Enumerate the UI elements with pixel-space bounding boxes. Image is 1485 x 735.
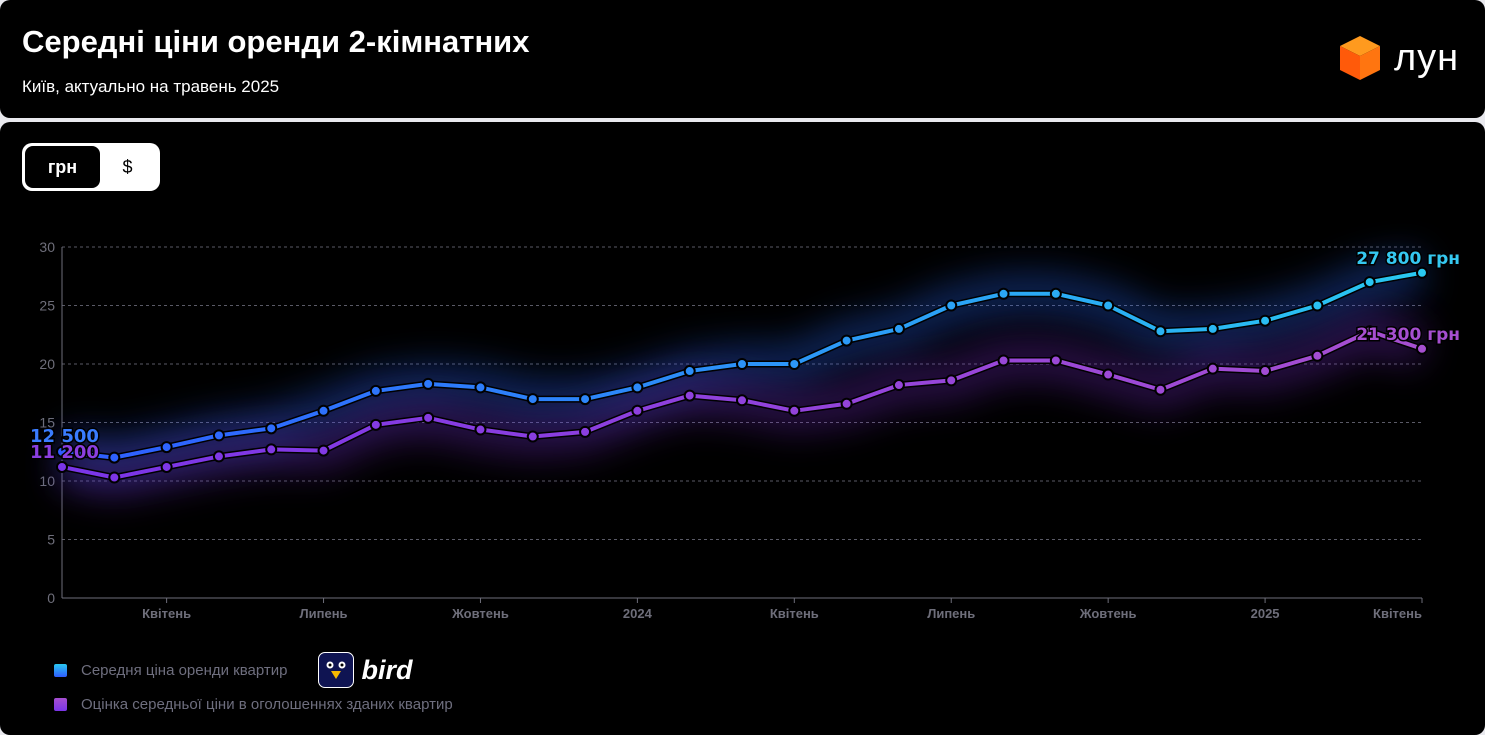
lun-logo: лун: [1338, 34, 1459, 82]
y-tick-label: 15: [39, 415, 55, 431]
cube-logo-icon: [1340, 36, 1380, 80]
data-point: [736, 394, 748, 407]
data-point: [788, 358, 801, 370]
data-point: [1259, 314, 1272, 327]
bird-text: bird: [361, 654, 413, 685]
data-point: [1154, 325, 1167, 338]
data-point: [683, 389, 696, 402]
data-point: [631, 404, 644, 417]
data-point: [945, 374, 958, 387]
legend-swatch: [54, 698, 67, 711]
data-point: [160, 441, 173, 454]
bird-icon: [317, 652, 354, 688]
data-point: [369, 418, 382, 431]
data-point: [1206, 362, 1219, 375]
data-point: [683, 365, 696, 378]
x-tick-label: Жовтень: [1079, 606, 1137, 621]
data-point: [997, 287, 1010, 300]
x-tick-label: Липень: [927, 606, 975, 621]
data-point: [631, 381, 644, 394]
data-point: [579, 393, 592, 406]
x-tick-label: 2024: [623, 606, 653, 621]
data-point: [108, 451, 121, 464]
x-tick-label: Квітень: [770, 606, 819, 621]
data-point: [1206, 322, 1219, 335]
data-point: [317, 444, 330, 457]
data-point: [1259, 365, 1272, 378]
legend-item-rent: Середня ціна оренди квартир bird: [54, 652, 413, 688]
data-point: [1311, 349, 1324, 362]
data-point: [212, 429, 225, 442]
data-point: [108, 471, 121, 484]
data-point: [1049, 354, 1062, 367]
header-panel: Середні ціни оренди 2-кімнатних Київ, ак…: [0, 0, 1485, 118]
data-point: [579, 425, 592, 438]
data-point: [945, 299, 958, 312]
data-point: [892, 379, 905, 392]
data-point: [736, 358, 748, 370]
series-start-label: 11 200: [30, 442, 99, 463]
y-tick-label: 30: [39, 239, 55, 255]
currency-usd-button[interactable]: $: [122, 156, 133, 177]
currency-uah-button[interactable]: грн: [25, 146, 100, 188]
y-tick-label: 20: [39, 356, 55, 372]
data-point: [422, 411, 435, 424]
y-tick-label: 10: [39, 473, 55, 489]
data-point: [1363, 325, 1376, 338]
y-tick-label: 0: [47, 590, 55, 606]
data-point: [56, 460, 68, 473]
data-point: [1363, 276, 1376, 289]
series-start-label: 12 500: [30, 426, 99, 447]
data-point: [422, 377, 435, 390]
data-point: [892, 322, 905, 335]
page-subtitle: Київ, актуально на травень 2025: [22, 77, 280, 96]
x-tick-label: Квітень: [1373, 606, 1422, 621]
series-end-label: 21 300 грн: [1356, 325, 1460, 345]
legend-swatch: [54, 663, 67, 677]
data-point: [160, 460, 173, 473]
data-point: [1416, 266, 1428, 279]
data-point: [474, 381, 487, 394]
data-point: [1311, 299, 1324, 312]
logo-text: лун: [1394, 36, 1460, 79]
data-point: [526, 393, 539, 406]
y-tick-label: 25: [39, 298, 55, 314]
y-tick-label: 5: [47, 532, 55, 548]
legend-item-estimate: Оцінка середньої ціни в оголошеннях здан…: [54, 696, 453, 713]
data-point: [840, 334, 853, 347]
data-point: [788, 404, 801, 417]
data-point: [265, 443, 278, 456]
data-point: [1049, 287, 1062, 300]
bird-logo: bird: [317, 652, 413, 688]
data-point: [1102, 299, 1115, 312]
x-tick-label: Липень: [300, 606, 348, 621]
data-point: [56, 445, 68, 458]
data-point: [317, 404, 330, 417]
data-point: [212, 450, 225, 463]
page-title: Середні ціни оренди 2-кімнатних: [22, 24, 530, 59]
data-point: [265, 422, 278, 435]
data-point: [1416, 342, 1428, 355]
data-point: [997, 354, 1010, 367]
x-tick-label: 2025: [1251, 606, 1280, 621]
x-tick-label: Жовтень: [451, 606, 509, 621]
x-tick-label: Квітень: [142, 606, 191, 621]
series-end-label: 27 800 грн: [1356, 249, 1460, 269]
legend-label: Середня ціна оренди квартир: [81, 661, 288, 679]
data-point: [1102, 368, 1115, 381]
data-point: [1154, 383, 1167, 396]
data-point: [369, 384, 382, 397]
data-point: [526, 430, 539, 443]
currency-toggle[interactable]: грн $: [22, 143, 160, 191]
data-point: [840, 397, 853, 410]
data-point: [474, 423, 487, 436]
legend-label: Оцінка середньої ціни в оголошеннях здан…: [81, 696, 453, 713]
